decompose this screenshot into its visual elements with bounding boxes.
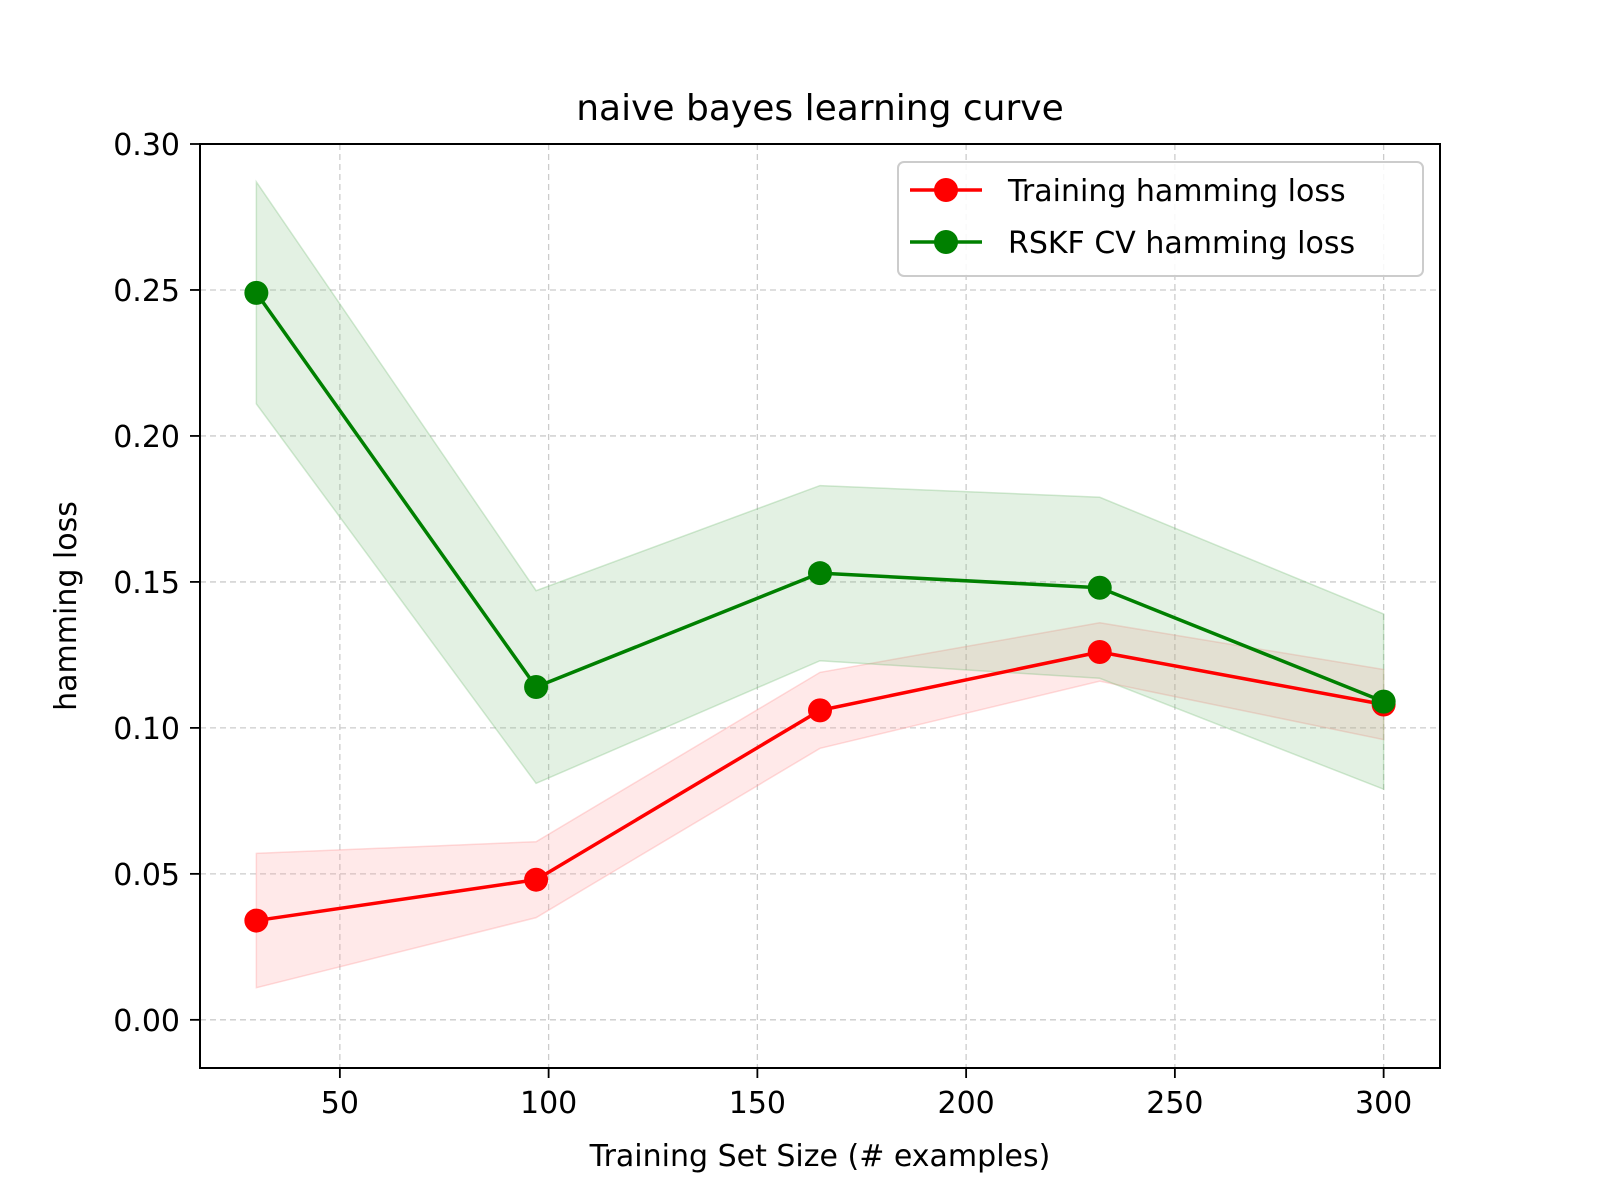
y-axis-label: hamming loss [49,501,84,711]
y-tick-label: 0.20 [113,420,180,455]
x-tick-label: 200 [937,1086,994,1121]
cv-band [255,179,1385,791]
x-tick-label: 100 [520,1086,577,1121]
training-point [1087,639,1112,664]
legend-marker-cv [934,230,958,254]
cv-point [524,675,549,700]
x-tick-label: 50 [321,1086,359,1121]
cv-point [808,561,832,586]
x-tick-label: 250 [1146,1086,1203,1121]
y-tick-label: 0.25 [113,274,180,309]
cv-point [1087,575,1112,600]
x-tick-label: 300 [1355,1086,1412,1121]
training-point [808,698,832,723]
legend: Training hamming loss RSKF CV hamming lo… [897,161,1424,277]
legend-label-training: Training hamming loss [1007,174,1346,209]
cv-point [1371,689,1396,714]
x-tick-label: 150 [729,1086,786,1121]
confidence-bands [255,179,1385,989]
y-tick-label: 0.00 [113,1004,180,1039]
y-tick-label: 0.15 [113,566,180,601]
y-tick-label: 0.30 [113,128,180,163]
y-tick-label: 0.05 [113,858,180,893]
legend-marker-training [934,178,958,202]
y-tick-label: 0.10 [113,712,180,747]
chart-title: naive bayes learning curve [576,88,1064,129]
training-point [524,867,549,892]
training-band [255,622,1385,989]
cv-point [244,280,269,305]
legend-box [897,161,1424,277]
x-axis-ticks: 50 100 150 200 250 300 [321,1068,1412,1121]
series-markers [244,280,1396,933]
y-axis-ticks: 0.00 0.05 0.10 0.15 0.20 0.25 0.30 [113,128,200,1039]
training-point [244,908,269,933]
plot-frame [199,143,1441,1069]
x-axis-label: Training Set Size (# examples) [589,1139,1051,1174]
legend-label-cv: RSKF CV hamming loss [1008,226,1355,261]
